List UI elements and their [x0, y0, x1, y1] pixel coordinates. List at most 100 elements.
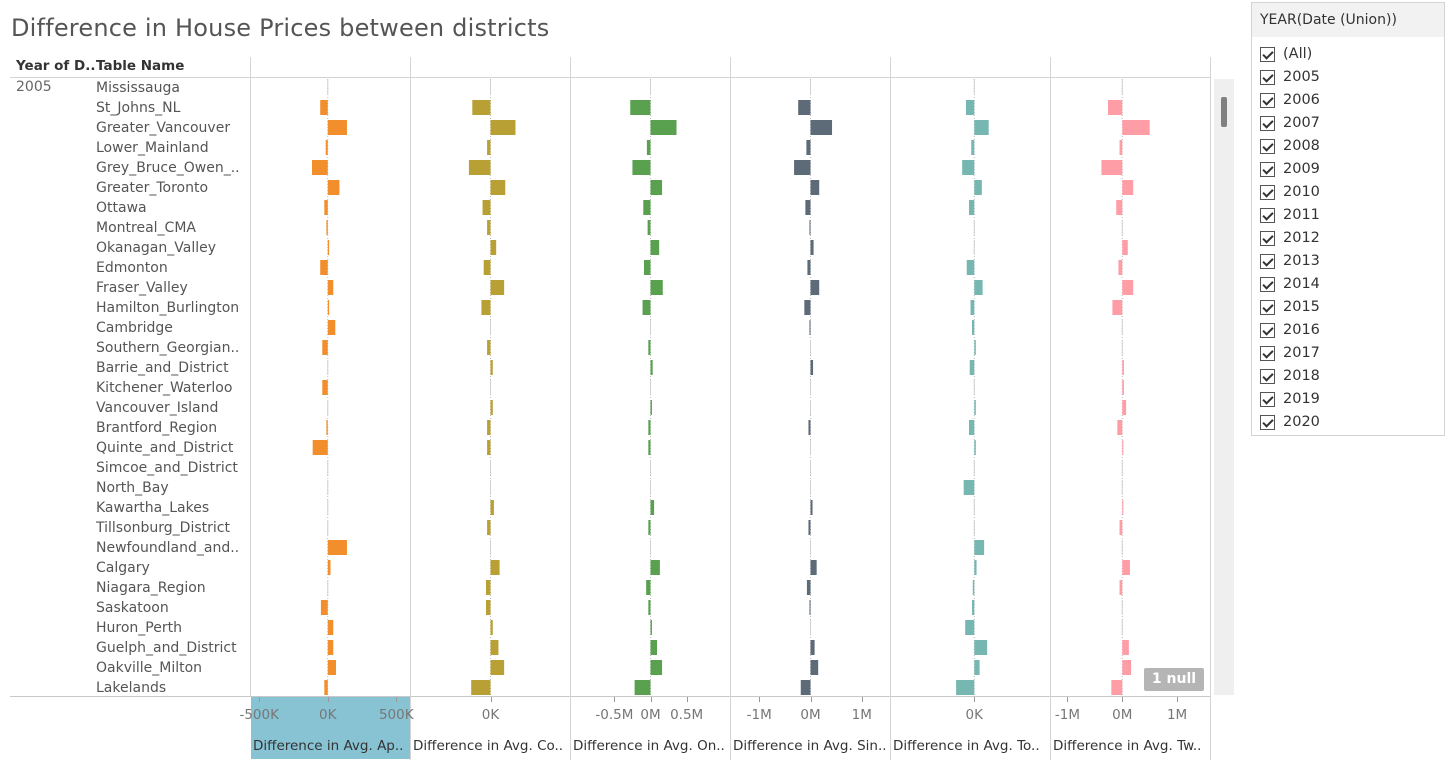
bar [1122, 120, 1150, 135]
checkbox-checked-icon[interactable] [1260, 138, 1275, 154]
filter-option-label: 2017 [1283, 345, 1320, 361]
x-axis-4: -1M 0M 1M Difference in Avg. Sin.. [731, 697, 890, 759]
row-label[interactable]: Greater_Toronto [96, 179, 209, 196]
row-label[interactable]: Calgary [96, 559, 150, 576]
row-label[interactable]: Southern_Georgian.. [96, 339, 240, 356]
checkbox-checked-icon[interactable] [1260, 161, 1275, 177]
row-label[interactable]: Kitchener_Waterloo [96, 379, 233, 396]
bar [973, 380, 975, 395]
bar [650, 640, 658, 655]
axis-title[interactable]: Difference in Avg. To.. [893, 738, 1040, 754]
row-label[interactable]: Guelph_and_District [96, 639, 237, 656]
bar [490, 560, 500, 575]
checkbox-checked-icon[interactable] [1260, 230, 1275, 246]
row-label[interactable]: Oakville_Milton [96, 659, 203, 676]
checkbox-checked-icon[interactable] [1260, 46, 1275, 62]
tick-label: 0.5M [670, 707, 704, 723]
bar [810, 360, 814, 375]
bar [327, 300, 330, 315]
row-label[interactable]: Brantford_Region [96, 419, 218, 436]
year-column-header[interactable]: Year of D.. [16, 58, 96, 74]
bar [650, 620, 652, 635]
row-label[interactable]: Newfoundland_and.. [96, 539, 240, 556]
filter-option-label: 2014 [1283, 276, 1320, 292]
checkbox-checked-icon[interactable] [1260, 391, 1275, 407]
bar [810, 120, 833, 135]
filter-option[interactable]: 2018 [1260, 365, 1320, 387]
checkbox-checked-icon[interactable] [1260, 253, 1275, 269]
vertical-scrollbar[interactable] [1214, 79, 1234, 695]
filter-option-label: 2011 [1283, 207, 1320, 223]
row-label[interactable]: Cambridge [96, 319, 173, 336]
checkbox-checked-icon[interactable] [1260, 69, 1275, 85]
checkbox-checked-icon[interactable] [1260, 322, 1275, 338]
filter-option[interactable]: 2020 [1260, 411, 1320, 433]
row-label[interactable]: Barrie_and_District [96, 359, 229, 376]
row-label[interactable]: North_Bay [96, 479, 169, 496]
row-label[interactable]: Kawartha_Lakes [96, 499, 210, 516]
filter-option-label: 2013 [1283, 253, 1320, 269]
tick-mark [1177, 697, 1179, 702]
bar [490, 80, 491, 95]
checkbox-checked-icon[interactable] [1260, 276, 1275, 292]
filter-option[interactable]: 2010 [1260, 181, 1320, 203]
checkbox-checked-icon[interactable] [1260, 184, 1275, 200]
filter-option[interactable]: 2009 [1260, 158, 1320, 180]
row-label[interactable]: Lower_Mainland [96, 139, 209, 156]
filter-option[interactable]: 2013 [1260, 250, 1320, 272]
row-label[interactable]: Grey_Bruce_Owen_.. [96, 159, 240, 176]
row-label[interactable]: Saskatoon [96, 599, 169, 616]
row-label[interactable]: Niagara_Region [96, 579, 206, 596]
checkbox-checked-icon[interactable] [1260, 207, 1275, 223]
axis-title[interactable]: Difference in Avg. Sin.. [733, 738, 887, 754]
row-label[interactable]: Simcoe_and_District [96, 459, 238, 476]
row-label[interactable]: Hamilton_Burlington [96, 299, 240, 316]
row-label[interactable]: Montreal_CMA [96, 219, 196, 236]
filter-option[interactable]: 2005 [1260, 66, 1320, 88]
row-label[interactable]: St_Johns_NL [96, 99, 181, 116]
filter-option[interactable]: 2016 [1260, 319, 1320, 341]
row-label[interactable]: Ottawa [96, 199, 147, 216]
checkbox-checked-icon[interactable] [1260, 299, 1275, 315]
checkbox-checked-icon[interactable] [1260, 115, 1275, 131]
checkbox-checked-icon[interactable] [1260, 92, 1275, 108]
table-name-column-header[interactable]: Table Name [96, 58, 185, 74]
checkbox-checked-icon[interactable] [1260, 345, 1275, 361]
bar [648, 600, 651, 615]
filter-option[interactable]: 2014 [1260, 273, 1320, 295]
bar [490, 180, 506, 195]
filter-option[interactable]: 2019 [1260, 388, 1320, 410]
filter-option[interactable]: 2007 [1260, 112, 1320, 134]
row-label[interactable]: Edmonton [96, 259, 168, 276]
bar [805, 200, 811, 215]
row-label[interactable]: Greater_Vancouver [96, 119, 231, 136]
filter-option[interactable]: 2012 [1260, 227, 1320, 249]
bar [971, 140, 975, 155]
row-label[interactable]: Tillsonburg_District [96, 519, 230, 536]
filter-option[interactable]: 2015 [1260, 296, 1320, 318]
tick-label: 0K [481, 707, 500, 723]
row-label[interactable]: Mississauga [96, 79, 180, 96]
row-label[interactable]: Huron_Perth [96, 619, 182, 636]
filter-option[interactable]: (All) [1260, 43, 1312, 65]
row-label[interactable]: Lakelands [96, 679, 167, 696]
row-label[interactable]: Fraser_Valley [96, 279, 188, 296]
bar [490, 500, 494, 515]
checkbox-checked-icon[interactable] [1260, 414, 1275, 430]
null-indicator-badge[interactable]: 1 null [1144, 668, 1204, 691]
filter-option[interactable]: 2011 [1260, 204, 1320, 226]
axis-title[interactable]: Difference in Avg. Ap.. [251, 735, 410, 757]
filter-option[interactable]: 2006 [1260, 89, 1320, 111]
row-label[interactable]: Okanagan_Valley [96, 239, 216, 256]
filter-option[interactable]: 2008 [1260, 135, 1320, 157]
checkbox-checked-icon[interactable] [1260, 368, 1275, 384]
row-label[interactable]: Vancouver_Island [96, 399, 219, 416]
row-label[interactable]: Quinte_and_District [96, 439, 234, 456]
filter-option[interactable]: 2017 [1260, 342, 1320, 364]
axis-title[interactable]: Difference in Avg. Tw.. [1053, 738, 1202, 754]
axis-title[interactable]: Difference in Avg. Co.. [413, 738, 564, 754]
tick-label: 0K [319, 707, 337, 723]
axis-title[interactable]: Difference in Avg. On.. [573, 738, 725, 754]
bar [490, 620, 493, 635]
scrollbar-thumb[interactable] [1221, 97, 1227, 127]
